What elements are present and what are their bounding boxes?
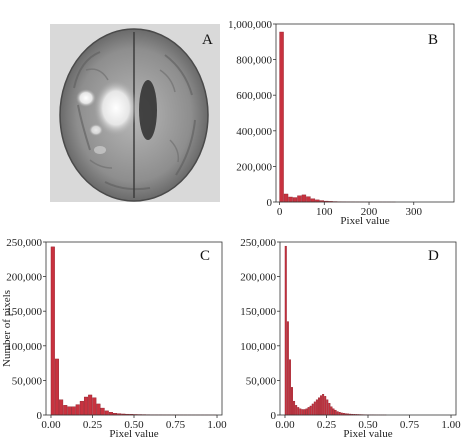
histogram-bar [295, 405, 298, 416]
x-tick-label: 300 [405, 206, 422, 218]
y-tick-label: 100,000 [240, 341, 276, 353]
x-tick-label: 1.00 [441, 419, 461, 431]
histogram-bar [306, 196, 311, 203]
y-tick-label: 200,000 [6, 272, 42, 284]
histogram-bar [305, 408, 308, 416]
histogram-bar [88, 394, 93, 416]
x-tick-label: 0.75 [400, 419, 420, 431]
y-tick-label: 100,000 [6, 341, 42, 353]
histogram-bar [315, 399, 318, 416]
y-tick-label: 50,000 [246, 375, 277, 387]
histogram-bar [299, 408, 302, 416]
histogram-bar [279, 31, 284, 203]
histogram-bar [63, 405, 68, 416]
histogram-bar [317, 397, 320, 416]
histogram-bar [334, 409, 337, 416]
histogram-bar [303, 409, 306, 416]
y-tick-label: 150,000 [240, 306, 276, 318]
y-tick-label: 0 [37, 410, 43, 422]
histogram-bar [286, 321, 289, 416]
histogram-bar [328, 403, 331, 416]
y-axis-label: Number of pixels [1, 290, 13, 367]
histogram-bar [284, 245, 287, 416]
histogram-bar [96, 403, 101, 416]
histogram-bar [292, 197, 298, 203]
y-tick-label: 400,000 [236, 126, 272, 138]
y-tick-label: 250,000 [6, 237, 42, 249]
histogram-bar [288, 359, 291, 416]
histogram-bar [291, 387, 293, 416]
x-tick-label: 200 [361, 206, 378, 218]
x-tick-label: 100 [316, 206, 333, 218]
histogram-bar [71, 406, 76, 416]
x-tick-label: 0 [277, 206, 283, 218]
histogram-bar [301, 194, 307, 203]
histogram-bar [50, 246, 55, 416]
panel-b-histogram: 0 100 200 300 0 200,000 400,000 600,000 800,000 1… [228, 19, 455, 227]
histogram-bar [59, 399, 64, 416]
histogram-bar [330, 406, 333, 416]
x-axis-label: Pixel value [343, 428, 392, 440]
x-tick-label: 1.00 [207, 419, 227, 431]
histogram-bar [75, 404, 80, 416]
panel-label: C [200, 248, 210, 264]
histogram-bar [79, 400, 84, 416]
histogram-bar [54, 358, 59, 416]
histogram-bar [313, 401, 316, 416]
histogram-bar [338, 412, 341, 416]
y-tick-label: 200,000 [236, 161, 272, 173]
histogram-bar [108, 412, 113, 416]
plot-frame [279, 241, 457, 416]
panel-c-histogram: 0.00 0.25 0.50 0.75 1.00 0 50,000 100,000 150,00… [1, 237, 227, 440]
x-tick-label: 0.50 [358, 419, 378, 431]
histogram-bar [311, 403, 314, 416]
histogram-bar [309, 405, 312, 416]
histogram-bar [324, 396, 327, 416]
histogram-bar [332, 408, 335, 416]
histogram-bar [67, 406, 72, 416]
histogram-bar [297, 407, 300, 416]
histogram-bar [92, 397, 97, 416]
x-tick-label: 0.50 [124, 419, 144, 431]
x-tick-label: 0.25 [83, 419, 103, 431]
panel-d-histogram: 0.00 0.25 0.50 0.75 1.00 0 50,000 100,000 150,00… [240, 237, 461, 440]
panel-a-label: A [202, 32, 213, 48]
mri-brain-scan [59, 28, 209, 202]
x-tick-label: 0.75 [166, 419, 186, 431]
y-tick-label: 1,000,000 [228, 19, 273, 31]
x-tick-label: 0.00 [275, 419, 295, 431]
panel-a: A [50, 24, 220, 202]
x-tick-label: 0.00 [41, 419, 61, 431]
histogram-bar [320, 395, 323, 416]
histogram-bar [310, 198, 316, 203]
plot-frame [275, 23, 455, 203]
y-tick-label: 800,000 [236, 55, 272, 67]
histogram-bar [336, 411, 339, 416]
histogram-bar [100, 407, 105, 416]
histogram-bar [307, 407, 310, 416]
histogram-bar [297, 195, 302, 203]
histogram-bar [283, 193, 289, 203]
y-tick-label: 250,000 [240, 237, 276, 249]
histogram-bar [104, 410, 109, 416]
plot-frame [45, 241, 223, 416]
y-tick-label: 600,000 [236, 90, 272, 102]
histogram-bar [288, 196, 293, 203]
x-tick-label: 0.25 [317, 419, 337, 431]
y-tick-label: 0 [267, 197, 273, 209]
y-tick-label: 150,000 [6, 306, 42, 318]
histogram-bar [326, 399, 329, 416]
panel-label: D [428, 248, 439, 264]
histogram-bar [293, 400, 296, 416]
histogram-bar [322, 394, 325, 416]
x-axis-label: Pixel value [109, 428, 158, 440]
histogram-bar [83, 396, 89, 416]
histogram-bar [301, 409, 304, 416]
y-tick-label: 0 [271, 410, 277, 422]
panel-label: B [428, 32, 438, 48]
y-tick-label: 50,000 [12, 375, 43, 387]
y-tick-label: 200,000 [240, 272, 276, 284]
x-axis-label: Pixel value [340, 215, 389, 227]
